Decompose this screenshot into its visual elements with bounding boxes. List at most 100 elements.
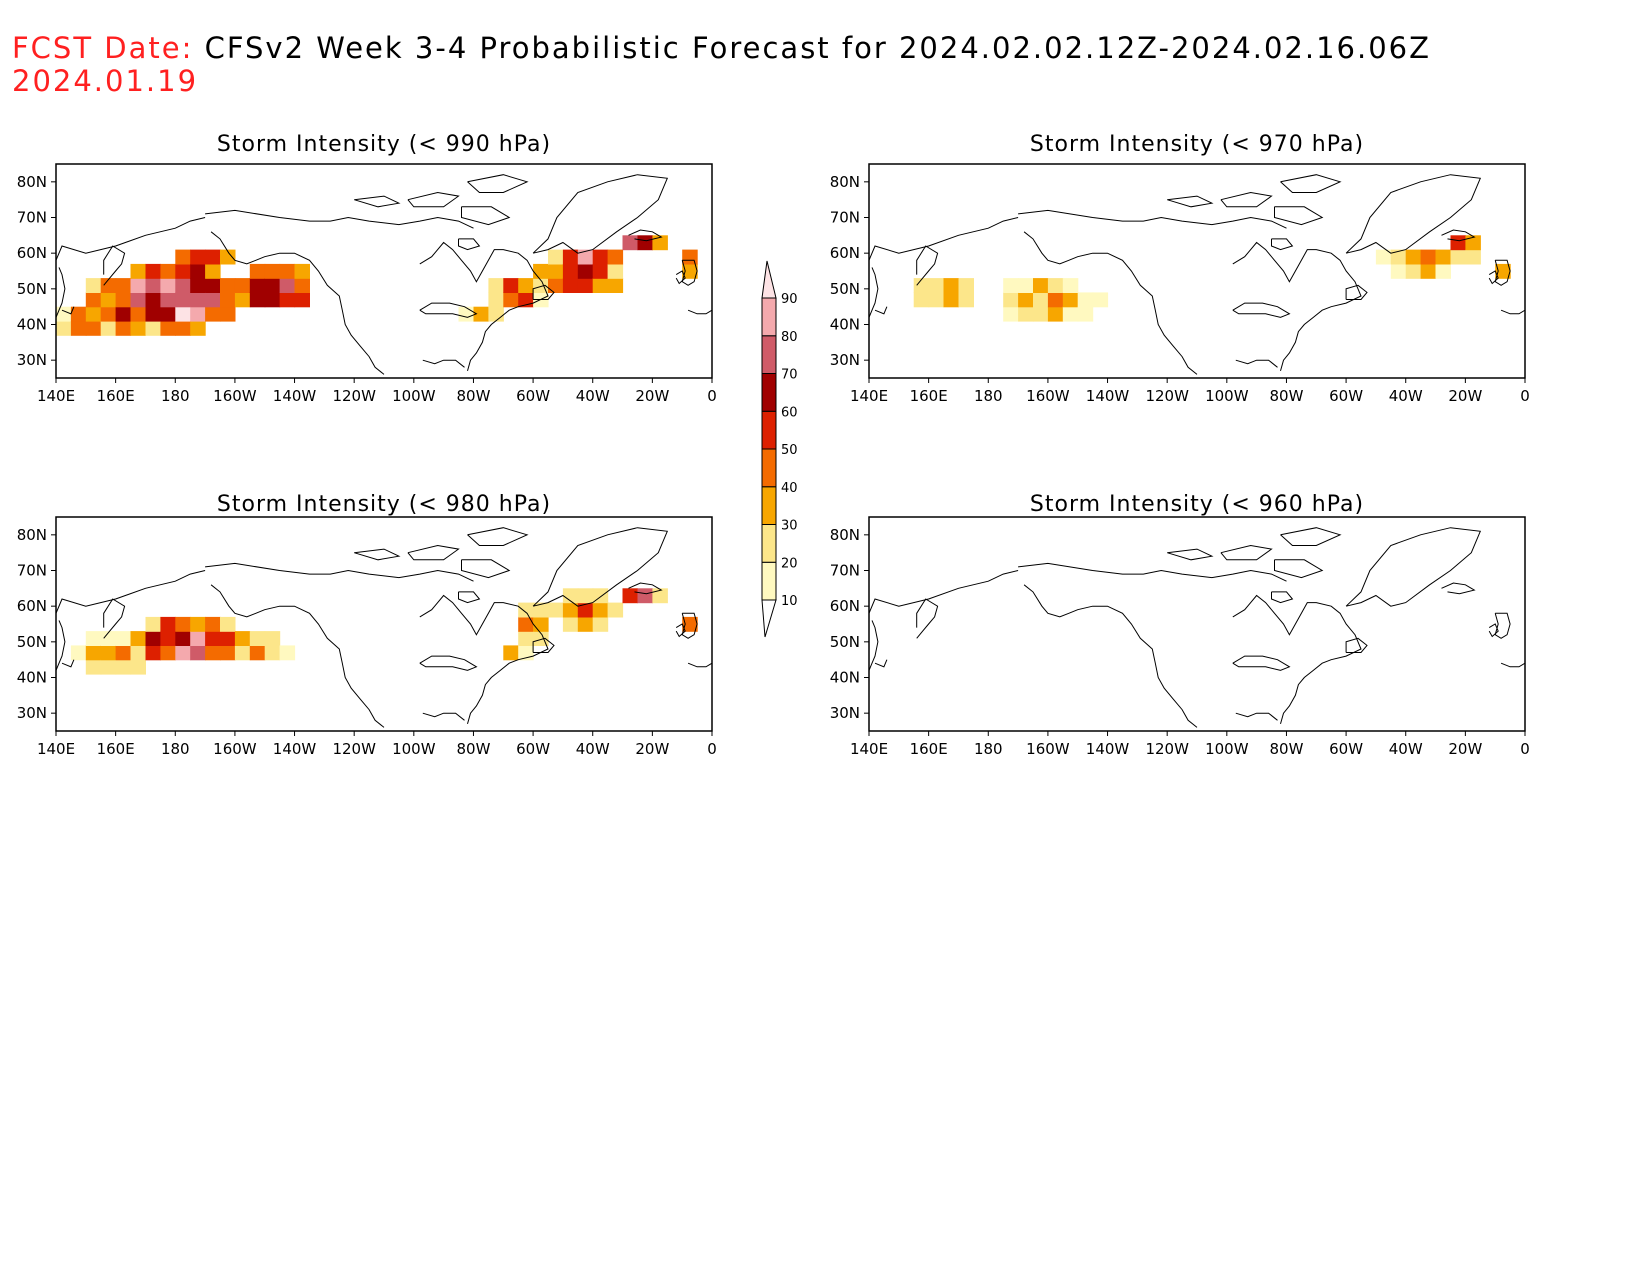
coastline (532, 527, 669, 607)
coastline (1494, 612, 1511, 639)
lon-label: 120W (1145, 387, 1189, 405)
map-frame (868, 516, 1526, 732)
lat-label: 80N (17, 526, 47, 544)
lon-label: 140E (37, 387, 75, 405)
coastline (55, 217, 206, 261)
prob-cell (220, 616, 236, 632)
lon-label: 140W (273, 387, 317, 405)
prob-cell (533, 263, 549, 279)
prob-cell (1062, 278, 1079, 293)
fcst-date-value: 2024.01.19 (12, 64, 199, 98)
coastline (868, 217, 1019, 261)
prob-cell (518, 631, 534, 646)
prob-cell (577, 249, 594, 265)
prob-cell (264, 292, 281, 308)
prob-cell (1047, 292, 1064, 308)
prob-cell (220, 631, 236, 646)
prob-cell (85, 292, 102, 308)
lon-label: 160W (1026, 387, 1070, 405)
prob-cell (115, 320, 132, 336)
colorbar-swatch (761, 561, 777, 601)
coastline (1167, 548, 1214, 561)
prob-cell (190, 263, 206, 279)
prob-cell (548, 278, 564, 293)
prob-cell (562, 616, 579, 632)
prob-cell (592, 263, 609, 279)
lat-label: 70N (17, 209, 47, 227)
coastline (419, 594, 549, 725)
prob-cell (85, 278, 102, 293)
lon-label: 160E (910, 387, 948, 405)
prob-cell (160, 292, 176, 308)
prob-cell (100, 320, 117, 336)
forecast-title: CFSv2 Week 3-4 Probabilistic Forecast fo… (204, 31, 1431, 65)
coastline (419, 302, 478, 318)
coastline (1235, 712, 1278, 721)
prob-cell (160, 631, 176, 646)
colorbar-label: 90 (781, 292, 798, 307)
prob-cell (488, 278, 504, 293)
prob-cell (279, 292, 296, 308)
lon-label: 80W (1269, 740, 1303, 758)
lon-label: 140W (1086, 387, 1130, 405)
prob-cell (294, 263, 310, 279)
lon-label: 100W (392, 740, 436, 758)
prob-cell (190, 249, 206, 265)
coastline (1232, 594, 1362, 725)
prob-cell (1033, 292, 1049, 308)
colorbar-swatch (761, 524, 777, 563)
coastline (354, 548, 401, 561)
lat-label: 30N (830, 351, 860, 369)
prob-cell (175, 320, 191, 336)
prob-cell (577, 602, 594, 618)
lat-label: 30N (17, 351, 47, 369)
prob-cell (220, 278, 236, 293)
lon-label: 160W (213, 740, 257, 758)
colorbar-end-low (761, 599, 777, 638)
map-frame (55, 163, 713, 379)
prob-cell (1450, 235, 1466, 251)
panel-title-980: Storm Intensity (< 980 hPa) (216, 492, 552, 517)
lon-label: 140E (850, 387, 888, 405)
prob-cell (1420, 263, 1437, 279)
prob-cell (70, 645, 87, 661)
prob-cell (592, 278, 609, 293)
prob-cell (234, 278, 251, 293)
lat-label: 70N (830, 562, 860, 580)
lat-label: 40N (17, 669, 47, 687)
map-frame (868, 163, 1526, 379)
prob-cell (160, 616, 176, 632)
prob-cell (190, 631, 206, 646)
coastline (1345, 284, 1368, 300)
prob-cell (562, 263, 579, 279)
prob-cell (70, 306, 87, 322)
coastline (61, 306, 75, 315)
header-title-line: FCST Date: CFSv2 Week 3-4 Probabilistic … (12, 32, 1632, 65)
prob-cell (205, 645, 221, 661)
lat-label: 60N (830, 597, 860, 615)
prob-cell (220, 249, 236, 265)
prob-cell (205, 616, 221, 632)
coastline (868, 620, 879, 671)
map-panel-980: 80N 70N 60N 50N 40N 30N 140E 160E 180 160W 140W 120… (17, 516, 717, 758)
prob-cell (592, 249, 609, 265)
prob-cell (503, 278, 519, 293)
prob-cell (85, 320, 102, 336)
coastline (458, 238, 481, 251)
prob-cell (682, 263, 698, 279)
lon-label: 160E (910, 740, 948, 758)
prob-cell (205, 292, 221, 308)
prob-cell (130, 320, 146, 336)
prob-cell (115, 631, 132, 646)
lon-label: 60W (516, 740, 550, 758)
lon-label: 180 (974, 740, 1003, 758)
prob-cell (175, 306, 191, 322)
page-header: FCST Date: CFSv2 Week 3-4 Probabilistic … (12, 32, 1632, 98)
coastline (1018, 209, 1287, 229)
prob-cell (1495, 263, 1511, 279)
prob-cell (279, 645, 296, 661)
prob-cell (220, 306, 236, 322)
coastline (1018, 562, 1287, 582)
coastline (1280, 174, 1342, 193)
prob-cell (1062, 306, 1079, 322)
